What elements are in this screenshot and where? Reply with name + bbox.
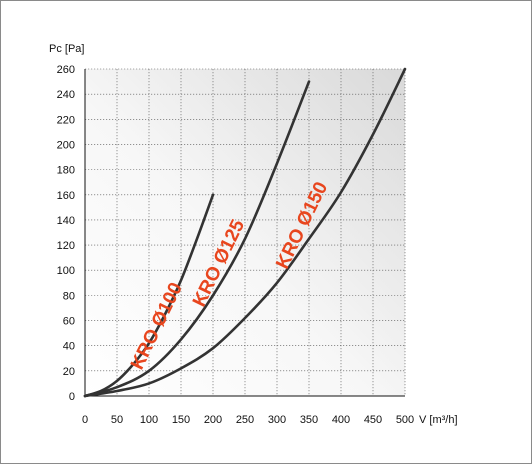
x-axis-label: V [m³/h] bbox=[419, 414, 458, 426]
series-line-1 bbox=[83, 193, 215, 398]
y-tick-labels: 0 20 40 60 80 100 120 140 160 180 200 220 240 260 bbox=[57, 64, 75, 403]
x-tick-label: 400 bbox=[332, 414, 350, 426]
axes bbox=[84, 69, 405, 397]
x-tick-label: 50 bbox=[111, 414, 123, 426]
x-tick-label: 0 bbox=[82, 414, 88, 426]
x-tick-label: 100 bbox=[140, 414, 158, 426]
x-tick-label: 150 bbox=[172, 414, 190, 426]
y-tick-label: 60 bbox=[63, 316, 75, 328]
x-tick-label: 300 bbox=[268, 414, 286, 426]
x-tick-label: 350 bbox=[300, 414, 318, 426]
y-axis-label: Pc [Pa] bbox=[49, 43, 84, 55]
y-tick-label: 0 bbox=[69, 391, 75, 403]
y-tick-label: 20 bbox=[63, 366, 75, 378]
y-tick-label: 120 bbox=[57, 240, 75, 252]
series-line-3 bbox=[83, 67, 407, 398]
y-tick-label: 180 bbox=[57, 165, 75, 177]
series-line-2 bbox=[83, 80, 311, 398]
x-tick-label: 200 bbox=[204, 414, 222, 426]
y-tick-label: 80 bbox=[63, 290, 75, 302]
y-tick-label: 200 bbox=[57, 139, 75, 151]
x-tick-label: 500 bbox=[396, 414, 414, 426]
x-tick-label: 450 bbox=[364, 414, 382, 426]
x-tick-label: 250 bbox=[236, 414, 254, 426]
y-tick-label: 260 bbox=[57, 64, 75, 76]
y-tick-label: 220 bbox=[57, 114, 75, 126]
y-tick-label: 100 bbox=[57, 265, 75, 277]
y-tick-label: 140 bbox=[57, 215, 75, 227]
x-tick-labels: 0 50 100 150 200 250 300 350 400 450 500 bbox=[82, 414, 414, 426]
y-tick-label: 160 bbox=[57, 190, 75, 202]
y-tick-label: 40 bbox=[63, 341, 75, 353]
y-tick-label: 240 bbox=[57, 89, 75, 101]
series-curves bbox=[83, 67, 407, 398]
